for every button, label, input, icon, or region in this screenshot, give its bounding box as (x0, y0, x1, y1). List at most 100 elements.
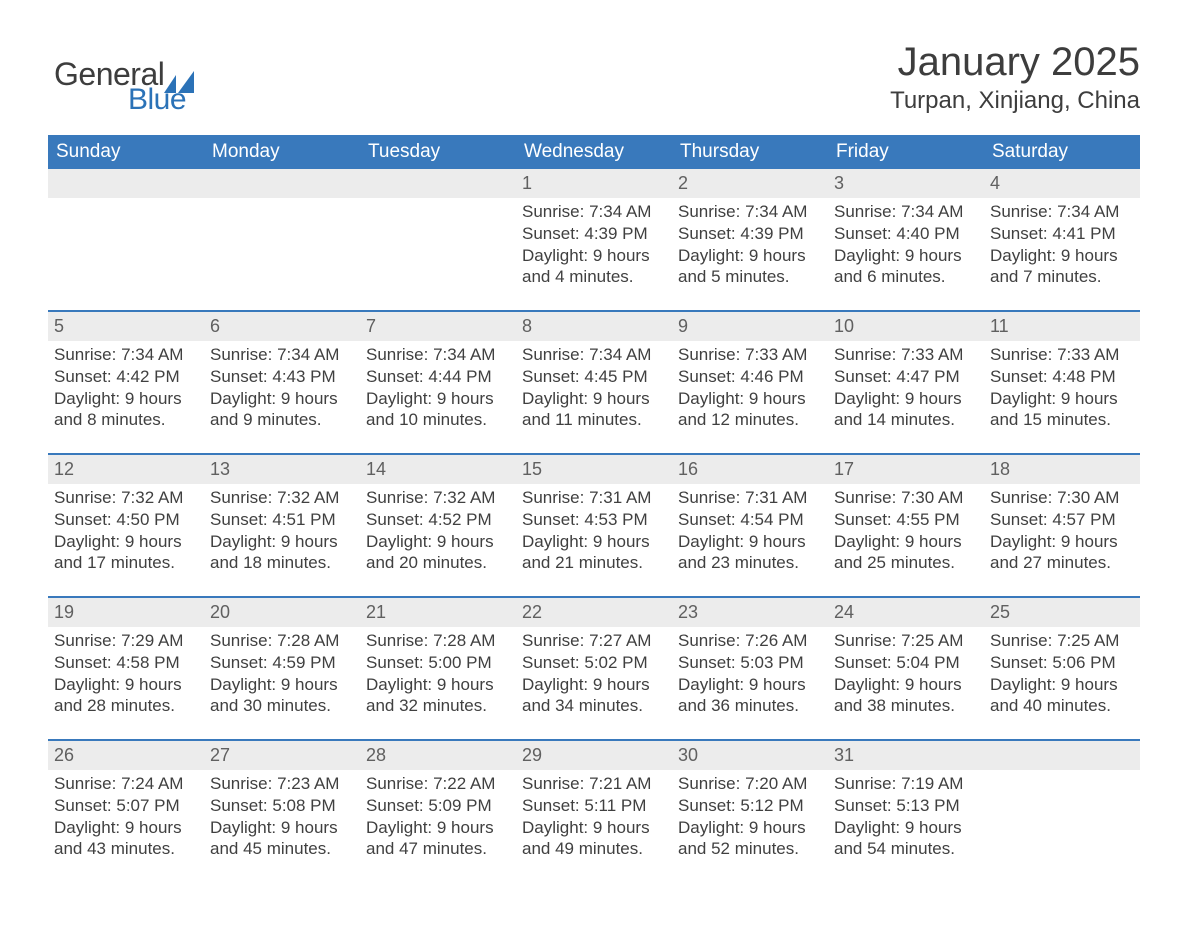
day-details: Sunrise: 7:30 AMSunset: 4:57 PMDaylight:… (990, 487, 1134, 574)
sunset-text: Sunset: 5:02 PM (522, 652, 666, 674)
daylight1-text: Daylight: 9 hours (210, 674, 354, 696)
sunset-text: Sunset: 4:43 PM (210, 366, 354, 388)
daylight1-text: Daylight: 9 hours (834, 817, 978, 839)
calendar-day-cell (984, 740, 1140, 882)
daylight1-text: Daylight: 9 hours (366, 817, 510, 839)
day-number: 28 (360, 741, 516, 770)
day-number: 22 (516, 598, 672, 627)
daylight1-text: Daylight: 9 hours (834, 531, 978, 553)
day-number: 19 (48, 598, 204, 627)
sunrise-text: Sunrise: 7:30 AM (834, 487, 978, 509)
weekday-header: Saturday (984, 135, 1140, 169)
sunset-text: Sunset: 5:09 PM (366, 795, 510, 817)
calendar-day-cell (204, 169, 360, 311)
daylight2-text: and 49 minutes. (522, 838, 666, 860)
month-title: January 2025 (890, 40, 1140, 85)
calendar-day-cell: 28 Sunrise: 7:22 AMSunset: 5:09 PMDayligh… (360, 740, 516, 882)
day-details: Sunrise: 7:34 AMSunset: 4:42 PMDaylight:… (54, 344, 198, 431)
sunset-text: Sunset: 4:39 PM (522, 223, 666, 245)
daylight1-text: Daylight: 9 hours (678, 817, 822, 839)
daylight2-text: and 10 minutes. (366, 409, 510, 431)
day-details: Sunrise: 7:32 AMSunset: 4:51 PMDaylight:… (210, 487, 354, 574)
day-number: 15 (516, 455, 672, 484)
day-number (204, 169, 360, 198)
sunrise-text: Sunrise: 7:26 AM (678, 630, 822, 652)
daylight1-text: Daylight: 9 hours (834, 388, 978, 410)
sunrise-text: Sunrise: 7:22 AM (366, 773, 510, 795)
daylight2-text: and 18 minutes. (210, 552, 354, 574)
day-number: 30 (672, 741, 828, 770)
sunrise-text: Sunrise: 7:31 AM (678, 487, 822, 509)
sunset-text: Sunset: 5:03 PM (678, 652, 822, 674)
day-number (360, 169, 516, 198)
sunrise-text: Sunrise: 7:28 AM (210, 630, 354, 652)
sunset-text: Sunset: 5:13 PM (834, 795, 978, 817)
day-number: 26 (48, 741, 204, 770)
day-details: Sunrise: 7:25 AMSunset: 5:04 PMDaylight:… (834, 630, 978, 717)
day-number: 2 (672, 169, 828, 198)
sunrise-text: Sunrise: 7:25 AM (834, 630, 978, 652)
calendar-day-cell: 20Sunrise: 7:28 AMSunset: 4:59 PMDayligh… (204, 597, 360, 740)
daylight2-text: and 30 minutes. (210, 695, 354, 717)
day-details: Sunrise: 7:33 AMSunset: 4:46 PMDaylight:… (678, 344, 822, 431)
daylight2-text: and 6 minutes. (834, 266, 978, 288)
sunset-text: Sunset: 4:45 PM (522, 366, 666, 388)
day-number: 11 (984, 312, 1140, 341)
day-details: Sunrise: 7:23 AMSunset: 5:08 PMDaylight:… (210, 773, 354, 860)
calendar-day-cell: 12Sunrise: 7:32 AMSunset: 4:50 PMDayligh… (48, 454, 204, 597)
calendar-day-cell: 10Sunrise: 7:33 AMSunset: 4:47 PMDayligh… (828, 311, 984, 454)
sunrise-text: Sunrise: 7:34 AM (210, 344, 354, 366)
day-number (984, 741, 1140, 770)
sunset-text: Sunset: 4:54 PM (678, 509, 822, 531)
daylight1-text: Daylight: 9 hours (210, 388, 354, 410)
sunset-text: Sunset: 4:48 PM (990, 366, 1134, 388)
daylight1-text: Daylight: 9 hours (522, 674, 666, 696)
sunrise-text: Sunrise: 7:25 AM (990, 630, 1134, 652)
day-number: 16 (672, 455, 828, 484)
day-number: 31 (828, 741, 984, 770)
daylight1-text: Daylight: 9 hours (366, 674, 510, 696)
calendar-day-cell: 8Sunrise: 7:34 AMSunset: 4:45 PMDaylight… (516, 311, 672, 454)
calendar-day-cell: 19Sunrise: 7:29 AMSunset: 4:58 PMDayligh… (48, 597, 204, 740)
daylight2-text: and 5 minutes. (678, 266, 822, 288)
day-details: Sunrise: 7:28 AMSunset: 4:59 PMDaylight:… (210, 630, 354, 717)
daylight2-text: and 12 minutes. (678, 409, 822, 431)
sunrise-text: Sunrise: 7:21 AM (522, 773, 666, 795)
day-details: Sunrise: 7:31 AMSunset: 4:54 PMDaylight:… (678, 487, 822, 574)
sunrise-text: Sunrise: 7:33 AM (678, 344, 822, 366)
calendar-day-cell: 7Sunrise: 7:34 AMSunset: 4:44 PMDaylight… (360, 311, 516, 454)
logo: General Blue (48, 40, 194, 117)
day-number: 18 (984, 455, 1140, 484)
day-details: Sunrise: 7:25 AMSunset: 5:06 PMDaylight:… (990, 630, 1134, 717)
day-number: 13 (204, 455, 360, 484)
day-details: Sunrise: 7:21 AMSunset: 5:11 PMDaylight:… (522, 773, 666, 860)
sunset-text: Sunset: 4:44 PM (366, 366, 510, 388)
weekday-header: Sunday (48, 135, 204, 169)
day-details: Sunrise: 7:34 AMSunset: 4:44 PMDaylight:… (366, 344, 510, 431)
sunrise-text: Sunrise: 7:19 AM (834, 773, 978, 795)
day-number: 23 (672, 598, 828, 627)
sunrise-text: Sunrise: 7:27 AM (522, 630, 666, 652)
calendar-week-row: 19Sunrise: 7:29 AMSunset: 4:58 PMDayligh… (48, 597, 1140, 740)
calendar-day-cell: 16 Sunrise: 7:31 AMSunset: 4:54 PMDayligh… (672, 454, 828, 597)
sunrise-sunset-calendar: Sunday Monday Tuesday Wednesday Thursday… (48, 135, 1140, 882)
sunrise-text: Sunrise: 7:34 AM (366, 344, 510, 366)
daylight2-text: and 20 minutes. (366, 552, 510, 574)
daylight2-text: and 38 minutes. (834, 695, 978, 717)
daylight1-text: Daylight: 9 hours (210, 531, 354, 553)
day-number: 17 (828, 455, 984, 484)
calendar-day-cell: 22 Sunrise: 7:27 AMSunset: 5:02 PMDayligh… (516, 597, 672, 740)
day-number: 1 (516, 169, 672, 198)
sunset-text: Sunset: 5:12 PM (678, 795, 822, 817)
sunrise-text: Sunrise: 7:28 AM (366, 630, 510, 652)
day-details: Sunrise: 7:20 AMSunset: 5:12 PMDaylight:… (678, 773, 822, 860)
header-block: General Blue January 2025 Turpan, Xinjia… (48, 40, 1140, 117)
sunrise-text: Sunrise: 7:34 AM (522, 344, 666, 366)
sunset-text: Sunset: 4:59 PM (210, 652, 354, 674)
calendar-day-cell (48, 169, 204, 311)
sunrise-text: Sunrise: 7:34 AM (678, 201, 822, 223)
sunrise-text: Sunrise: 7:30 AM (990, 487, 1134, 509)
day-details: Sunrise: 7:31 AMSunset: 4:53 PMDaylight:… (522, 487, 666, 574)
sunrise-text: Sunrise: 7:23 AM (210, 773, 354, 795)
day-details: Sunrise: 7:33 AMSunset: 4:48 PMDaylight:… (990, 344, 1134, 431)
